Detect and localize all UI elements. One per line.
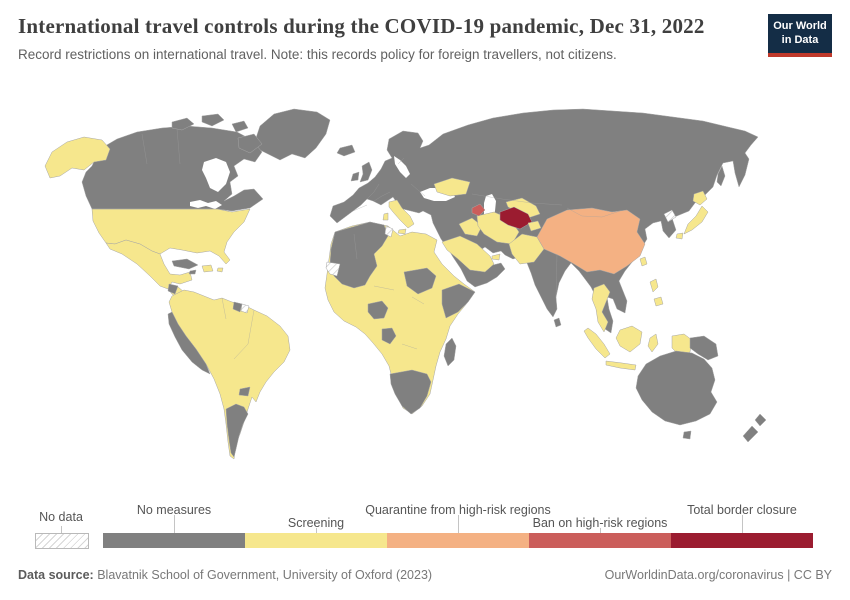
choropleth-svg [44,108,767,460]
logo-accent-bar [768,52,832,57]
country-tasmania[interactable] [682,430,692,440]
country-canada[interactable] [81,125,264,212]
hudson-bay [202,158,230,192]
country-sudan[interactable] [403,267,437,295]
chart-footer: Data source: Blavatnik School of Governm… [18,568,832,582]
country-western-sahara[interactable] [325,261,341,277]
data-source-label: Data source: [18,568,94,582]
logo-line2: in Data [781,33,819,46]
country-argentina[interactable] [225,403,249,458]
logo-line1: Our World [773,20,827,32]
country-iraq[interactable] [458,217,483,237]
country-australia[interactable] [635,350,718,426]
legend-tick-total_closure [742,515,743,533]
data-source-text: Blavatnik School of Government, Universi… [93,568,433,582]
country-japan[interactable] [675,190,709,240]
country-thailand[interactable] [591,283,611,333]
page-title: International travel controls during the… [18,14,705,38]
owid-logo[interactable]: Our World in Data [768,14,832,57]
country-iceland[interactable] [336,144,356,157]
country-taiwan[interactable] [639,256,648,267]
chart-header: International travel controls during the… [18,12,832,62]
legend-tick-quarantine_high_risk [458,515,459,533]
legend-tick-no_measures [174,515,175,533]
legend-swatch-no_measures[interactable] [103,533,245,548]
country-alaska[interactable] [44,136,111,179]
country-jamaica[interactable] [188,269,197,275]
country-ecuador-peru[interactable] [167,311,211,375]
country-nigeria[interactable] [367,300,389,320]
page-subtitle: Record restrictions on international tra… [18,47,617,63]
country-ireland[interactable] [350,171,360,182]
country-eurasia[interactable] [329,108,759,334]
country-puerto-rico[interactable] [216,267,224,273]
country-azerbaijan[interactable] [471,203,486,217]
legend-swatch-screening[interactable] [245,533,387,548]
country-madagascar[interactable] [443,337,457,367]
country-borders-overlay [92,128,621,360]
country-pakistan[interactable] [508,233,545,265]
country-somalia[interactable] [441,283,476,319]
great-lakes [190,200,222,209]
baltic-sea [394,156,410,178]
country-guyana[interactable] [232,301,243,313]
footer-link[interactable]: OurWorldinData.org/coronavirus | CC BY [604,568,832,582]
country-papua-new-guinea[interactable] [689,335,719,361]
country-philippines[interactable] [649,278,664,307]
data-source: Data source: Blavatnik School of Governm… [18,568,432,582]
country-sakhalin[interactable] [716,165,726,187]
country-tajikistan[interactable] [527,220,542,232]
world-map [22,104,828,494]
legend-tick-screening [316,528,317,533]
country-tunisia[interactable] [384,225,394,238]
legend-label-no_measures: No measures [136,503,212,517]
legend-no-data-label: No data [39,510,83,524]
legend-label-screening: Screening [287,516,345,530]
legend-no-data-tick [61,526,62,533]
map-legend: No data No measures Screening Quarantine f… [0,500,850,558]
country-paraguay[interactable] [238,386,251,397]
country-suriname[interactable] [240,303,250,314]
country-saudi-arabia[interactable] [441,235,495,273]
country-cuba[interactable] [171,258,199,270]
country-guatemala[interactable] [167,283,179,295]
country-greenland[interactable] [253,108,331,161]
country-usa[interactable] [91,208,251,265]
country-uae[interactable] [491,253,501,261]
country-southern-africa[interactable] [389,369,432,415]
legend-swatch-total_closure[interactable] [671,533,813,548]
legend-tick-ban_high_risk [600,528,601,533]
country-uzbekistan[interactable] [505,197,541,219]
country-uk[interactable] [359,161,373,183]
legend-label-total_closure: Total border closure [687,503,797,517]
country-hispaniola[interactable] [201,264,214,273]
country-north-korea[interactable] [663,209,677,223]
country-sri-lanka[interactable] [553,317,562,328]
legend-swatch-quarantine_high_risk[interactable] [387,533,529,548]
legend-swatch-ban_high_risk[interactable] [529,533,671,548]
country-ukraine[interactable] [433,177,471,197]
country-turkmenistan[interactable] [499,206,533,230]
country-mexico[interactable] [105,239,193,290]
country-italy[interactable] [388,199,415,235]
legend-label-ban_high_risk: Ban on high-risk regions [532,516,668,530]
country-china[interactable] [536,207,646,275]
legend-label-quarantine_high_risk: Quarantine from high-risk regions [365,503,551,517]
legend-color-bar [103,533,813,548]
country-arctic-islands[interactable] [171,113,263,154]
legend-no-data-swatch[interactable] [35,533,89,549]
country-gabon-congo[interactable] [381,327,397,345]
country-indonesia[interactable] [583,325,693,371]
country-new-zealand[interactable] [742,413,767,443]
country-sardinia[interactable] [382,212,389,221]
